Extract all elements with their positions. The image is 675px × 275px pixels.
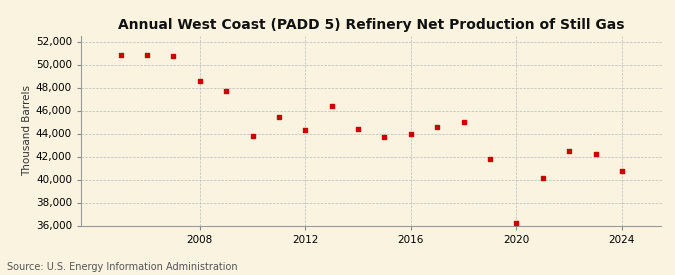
Point [326, 104, 337, 108]
Point [590, 152, 601, 156]
Point [616, 169, 627, 174]
Point [352, 127, 363, 131]
Point [247, 134, 258, 138]
Point [379, 135, 390, 139]
Point [537, 176, 548, 181]
Point [432, 124, 443, 129]
Point [142, 53, 153, 57]
Y-axis label: Thousand Barrels: Thousand Barrels [22, 85, 32, 176]
Point [115, 53, 126, 57]
Point [511, 221, 522, 226]
Point [458, 120, 469, 124]
Point [273, 115, 284, 120]
Point [300, 128, 310, 132]
Point [194, 78, 205, 83]
Title: Annual West Coast (PADD 5) Refinery Net Production of Still Gas: Annual West Coast (PADD 5) Refinery Net … [118, 18, 624, 32]
Point [406, 131, 416, 136]
Point [485, 156, 495, 161]
Point [564, 148, 574, 153]
Text: Source: U.S. Energy Information Administration: Source: U.S. Energy Information Administ… [7, 262, 238, 272]
Point [221, 89, 232, 93]
Point [168, 54, 179, 59]
